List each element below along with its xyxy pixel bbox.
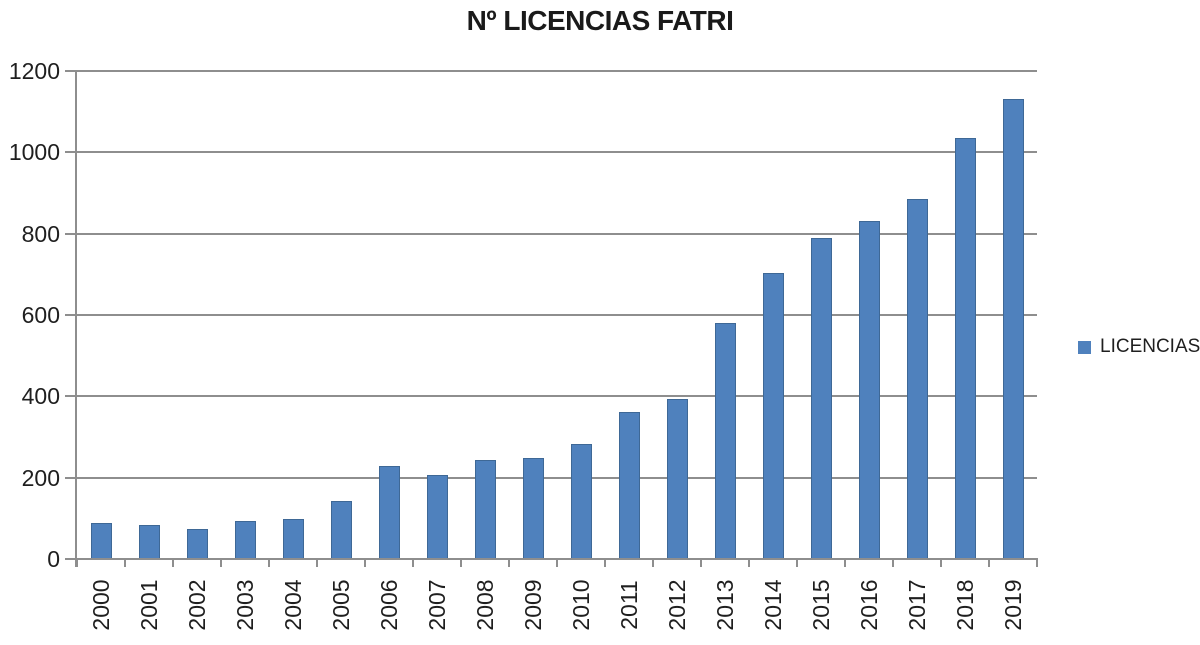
x-axis-tick [748,558,750,567]
bar-2002 [187,529,208,558]
bar-2015 [811,238,832,558]
gridline [77,151,1037,153]
x-axis-tick [1036,558,1038,567]
x-axis-tick [76,558,78,567]
x-axis-tick-label: 2005 [328,579,354,631]
bar-2013 [715,323,736,558]
x-axis-tick-label: 2008 [472,579,498,631]
bar-2005 [331,501,352,558]
gridline [77,395,1037,397]
gridline [77,477,1037,479]
bar-2008 [475,460,496,558]
x-axis-tick [268,558,270,567]
x-axis-tick [892,558,894,567]
x-axis-tick [412,558,414,567]
y-axis-tick-label: 800 [21,221,60,247]
x-axis-tick [844,558,846,567]
y-axis-line [75,71,77,567]
y-axis-tick [65,151,77,153]
x-axis-tick-label: 2007 [424,579,450,631]
x-axis-tick-label: 2011 [616,580,642,630]
x-axis-tick-label: 2002 [184,579,210,631]
x-axis-tick [940,558,942,567]
y-axis-tick-label: 0 [47,546,60,572]
y-axis-tick [65,477,77,479]
x-axis-tick-label: 2019 [1000,579,1026,631]
legend-label: LICENCIAS [1100,336,1200,357]
bar-2018 [955,138,976,558]
bar-2007 [427,475,448,558]
bar-2016 [859,221,880,558]
bar-2006 [379,466,400,558]
x-axis-tick [316,558,318,567]
x-axis-tick [604,558,606,567]
x-axis-tick-label: 2006 [376,579,402,631]
x-axis-tick [364,558,366,567]
x-axis-tick [796,558,798,567]
bar-2011 [619,412,640,558]
x-axis-tick-label: 2012 [664,579,690,631]
x-axis-tick-label: 2001 [136,579,162,631]
x-axis-tick [700,558,702,567]
gridline [77,70,1037,72]
x-axis-tick-label: 2014 [760,579,786,631]
x-axis-tick [988,558,990,567]
x-axis-tick [556,558,558,567]
x-axis-tick [172,558,174,567]
y-axis-tick-label: 600 [21,302,60,328]
x-axis-tick-label: 2018 [952,579,978,631]
y-axis-tick [65,314,77,316]
bar-2019 [1003,99,1024,558]
x-axis-tick [652,558,654,567]
gridline [77,233,1037,235]
x-axis-tick [220,558,222,567]
x-axis-tick-label: 2010 [568,579,594,631]
y-axis-tick [65,70,77,72]
x-axis-tick-label: 2009 [520,579,546,631]
bar-2010 [571,444,592,558]
bar-2014 [763,273,784,558]
x-axis-tick [508,558,510,567]
legend-swatch-icon [1078,340,1091,354]
x-axis-tick-label: 2000 [88,579,114,631]
y-axis-tick [65,395,77,397]
x-axis-line [65,558,1038,560]
bar-2009 [523,458,544,558]
y-axis-tick [65,233,77,235]
y-axis-tick-label: 1000 [8,139,60,165]
bar-2001 [139,525,160,558]
legend: LICENCIAS [1078,336,1200,358]
bar-2004 [283,519,304,558]
gridline [77,314,1037,316]
y-axis-tick-label: 400 [21,383,60,409]
x-axis-tick-label: 2017 [904,579,930,631]
x-axis-tick-label: 2004 [280,579,306,631]
bar-2000 [91,523,112,558]
bar-2017 [907,199,928,558]
x-axis-tick-label: 2013 [712,579,738,631]
y-axis-tick-label: 1200 [8,58,60,84]
x-axis-tick [460,558,462,567]
x-axis-tick [124,558,126,567]
y-axis-tick-label: 200 [21,465,60,491]
x-axis-tick-label: 2015 [808,579,834,631]
bar-2012 [667,399,688,558]
bar-2003 [235,521,256,558]
x-axis-tick-label: 2003 [232,579,258,631]
chart-title: Nº LICENCIAS FATRI [466,5,734,36]
x-axis-tick-label: 2016 [856,579,882,631]
